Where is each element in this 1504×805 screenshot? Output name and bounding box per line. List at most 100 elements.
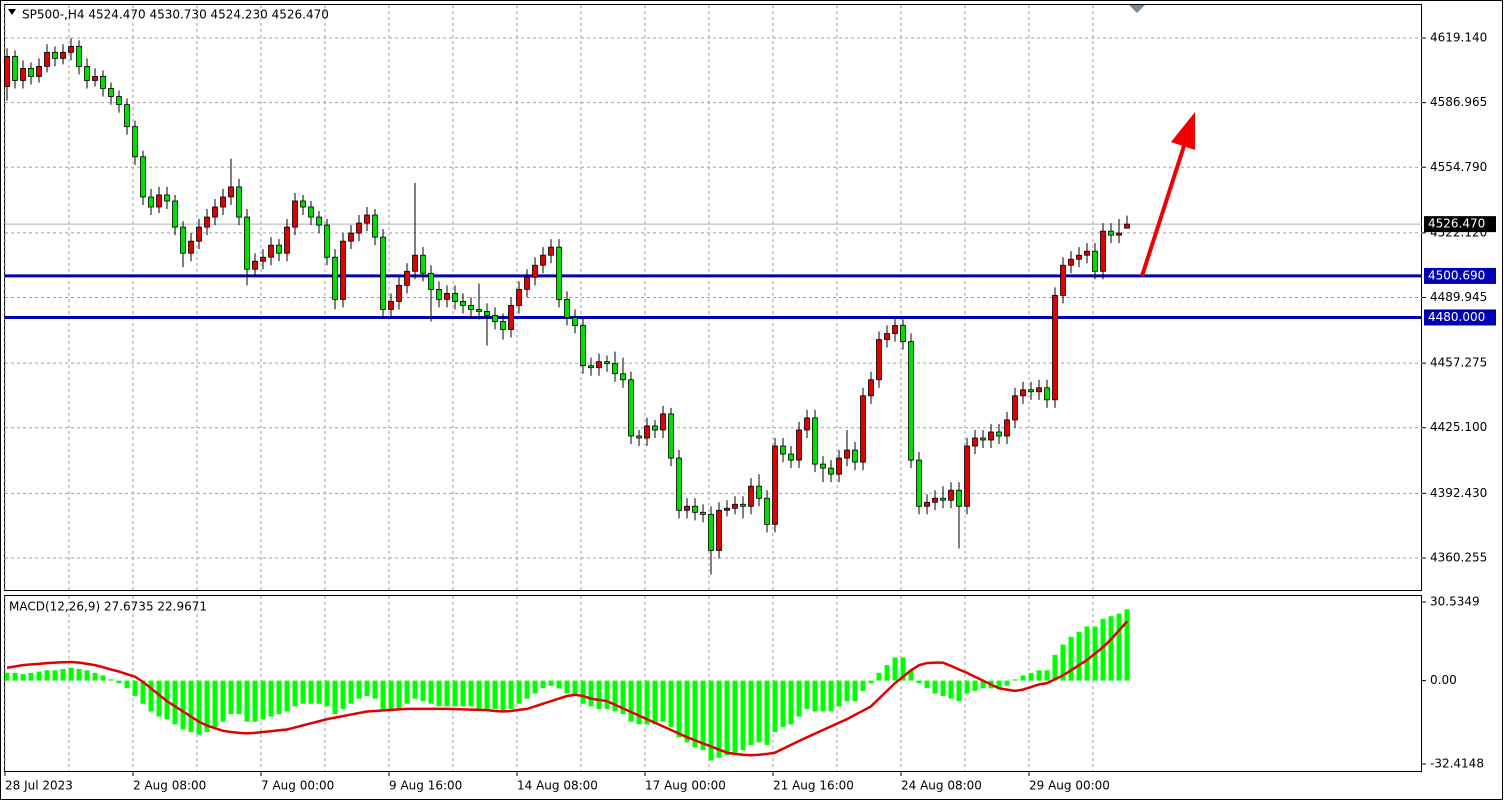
candle-body	[356, 222, 362, 234]
candle-body	[716, 509, 722, 551]
candle-body	[652, 425, 658, 431]
histogram-bar	[300, 680, 306, 704]
histogram-bar	[556, 680, 562, 689]
histogram-bar	[828, 680, 834, 712]
candle-body	[196, 226, 202, 242]
candle-body	[388, 301, 394, 310]
candle-body	[748, 485, 754, 507]
histogram-bar	[100, 675, 106, 681]
candle-body	[972, 437, 978, 447]
candle-body	[932, 497, 938, 503]
candle-body	[812, 417, 818, 465]
candle-body	[980, 437, 986, 441]
candle-body	[476, 309, 482, 312]
candle-body	[1012, 395, 1018, 421]
histogram-bar	[60, 669, 66, 681]
histogram-bar	[476, 680, 482, 709]
candle-body	[988, 431, 994, 441]
candle-body	[780, 445, 786, 455]
price-layer: 4619.1404586.9654554.7904522.1204489.945…	[4, 5, 1496, 793]
histogram-bar	[364, 680, 370, 697]
candle-body	[644, 425, 650, 439]
candle-body	[788, 453, 794, 461]
histogram-bar	[564, 680, 570, 694]
candle-body	[52, 51, 58, 59]
histogram-bar	[660, 680, 666, 722]
candle-body	[820, 463, 826, 469]
histogram-bar	[948, 680, 954, 699]
candle-body	[1044, 387, 1050, 401]
candle-body	[508, 305, 514, 330]
histogram-bar	[1028, 672, 1034, 681]
candle-body	[1084, 250, 1090, 256]
candle-body	[764, 497, 770, 525]
histogram-bar	[740, 680, 746, 751]
histogram-bar	[884, 665, 890, 681]
candle-body	[1076, 254, 1082, 260]
histogram-bar	[188, 680, 194, 733]
histogram-bar	[524, 680, 530, 699]
candle-body	[316, 216, 322, 226]
macd-panel	[4, 595, 1422, 772]
histogram-bar	[1108, 616, 1114, 681]
candle-body	[300, 200, 306, 208]
x-tick-label: 29 Aug 00:00	[1029, 779, 1110, 793]
candle-body	[492, 315, 498, 322]
candle-body	[228, 186, 234, 198]
x-tick-label: 14 Aug 08:00	[517, 779, 598, 793]
candle-body	[996, 431, 1002, 437]
candle-body	[20, 68, 26, 81]
histogram-bar	[1060, 644, 1066, 681]
candle-body	[28, 68, 34, 77]
histogram-bar	[436, 680, 442, 707]
histogram-bar	[132, 680, 138, 697]
candle-body	[76, 45, 82, 67]
histogram-bar	[404, 680, 410, 704]
candle-body	[148, 196, 154, 208]
candle-body	[836, 457, 842, 475]
histogram-bar	[780, 680, 786, 727]
histogram-bar	[548, 680, 554, 686]
candle-body	[292, 200, 298, 228]
candle-body	[556, 246, 562, 300]
histogram-bar	[916, 680, 922, 684]
candle-body	[164, 194, 170, 202]
candle-body	[188, 240, 194, 254]
level-label: 4500.690	[1428, 268, 1485, 282]
histogram-bar	[1044, 670, 1050, 681]
histogram-bar	[316, 680, 322, 704]
candle-body	[532, 264, 538, 278]
histogram-bar	[468, 680, 474, 707]
candle-body	[332, 256, 338, 300]
candle-body	[660, 413, 666, 431]
histogram-bar	[268, 680, 274, 717]
shift-marker	[1129, 5, 1145, 13]
histogram-bar	[820, 680, 826, 712]
histogram-bar	[308, 680, 314, 704]
histogram-bar	[508, 680, 514, 709]
histogram-bar	[108, 679, 114, 681]
candle-body	[236, 186, 242, 218]
candle-body	[724, 507, 730, 511]
y-tick-label: 4392.430	[1430, 486, 1487, 500]
candle-body	[676, 457, 682, 511]
candle-body	[516, 288, 522, 306]
chart-title: SP500-,H4 4524.470 4530.730 4524.230 452…	[22, 8, 329, 22]
y-tick-label: -32.4148	[1430, 757, 1484, 771]
histogram-bar	[812, 680, 818, 712]
histogram-bar	[1124, 609, 1130, 681]
histogram-bar	[572, 680, 578, 697]
histogram-bar	[4, 672, 10, 681]
histogram-bar	[540, 680, 546, 689]
histogram-bar	[452, 680, 458, 707]
candle-body	[460, 301, 466, 306]
candle-body	[324, 224, 330, 258]
candle-body	[268, 244, 274, 258]
candle-body	[844, 449, 850, 459]
candle-body	[116, 96, 122, 105]
x-tick-label: 28 Jul 2023	[5, 779, 73, 793]
histogram-bar	[764, 680, 770, 745]
histogram-bar	[596, 680, 602, 709]
histogram-bar	[724, 680, 730, 756]
candle-body	[396, 284, 402, 302]
